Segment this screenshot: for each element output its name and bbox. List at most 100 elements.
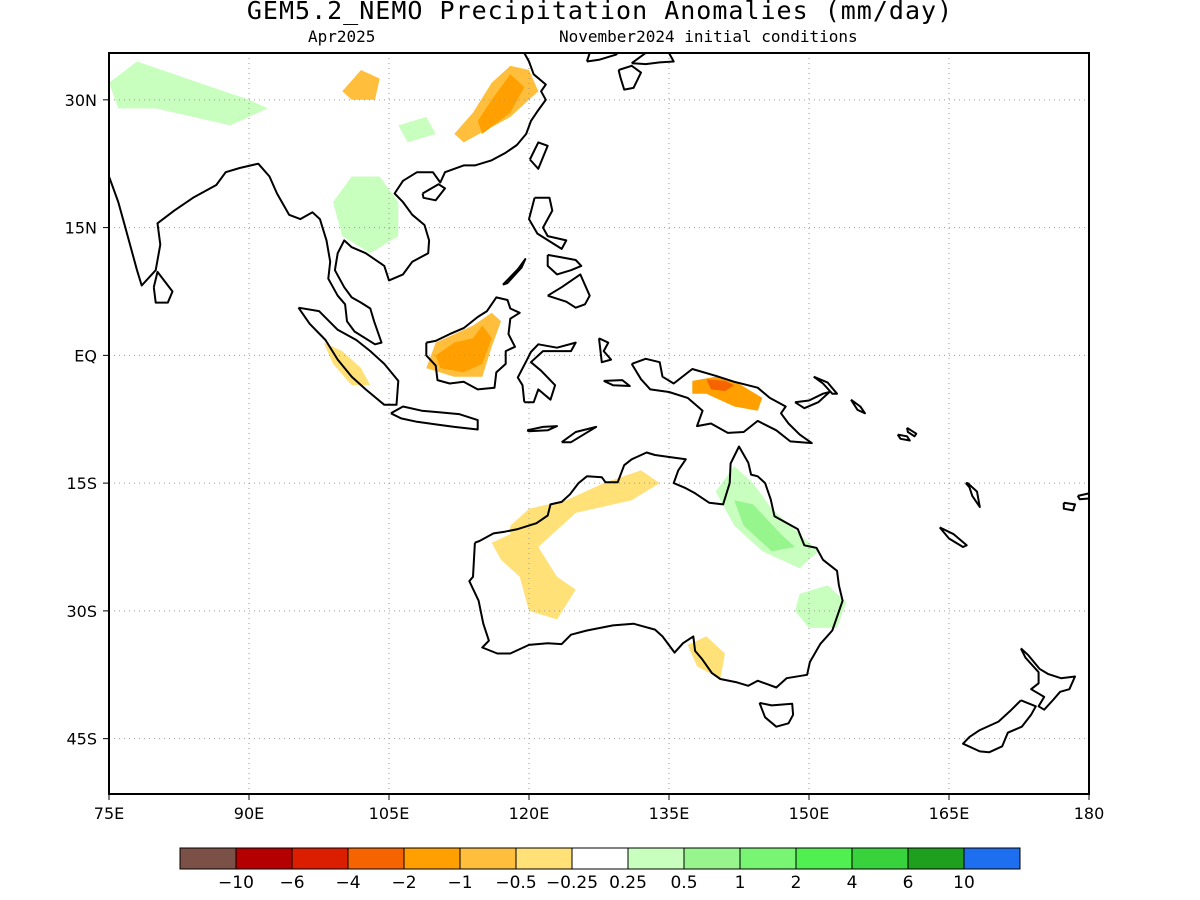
colorbar-label: −0.5 xyxy=(495,873,536,893)
anomaly-region xyxy=(715,466,819,569)
colorbar-swatch xyxy=(683,847,741,870)
coastline xyxy=(547,273,591,309)
coastline xyxy=(516,341,577,404)
map-frame xyxy=(108,52,1090,795)
coastline xyxy=(528,196,568,250)
coastline xyxy=(1062,501,1076,512)
coastline xyxy=(526,425,558,433)
x-tick-label: 90E xyxy=(234,804,264,823)
anomaly-shading xyxy=(109,61,847,679)
coastline xyxy=(813,375,838,395)
coastline xyxy=(1076,492,1089,501)
coastline xyxy=(390,405,479,431)
x-tick-label: 105E xyxy=(369,804,410,823)
colorbar-label: −1 xyxy=(447,873,472,893)
colorbar-label: −10 xyxy=(218,873,254,893)
anomaly-region xyxy=(333,176,399,254)
x-tick-label: 165E xyxy=(929,804,970,823)
coastline xyxy=(603,379,631,387)
anomaly-region xyxy=(795,585,847,628)
coastline xyxy=(1020,647,1076,711)
y-tick-label: 45S xyxy=(66,730,97,749)
anomaly-region xyxy=(109,61,268,126)
colorbar-label: 4 xyxy=(847,873,858,893)
x-tick-label: 180 xyxy=(1074,804,1105,823)
latitude-labels: 30N 15N EQ 15S 30S 45S xyxy=(65,91,109,749)
y-tick-label: 30N xyxy=(65,91,97,110)
y-tick-label: EQ xyxy=(74,346,97,365)
y-tick-label: 15N xyxy=(65,219,97,238)
lat-lon-grid xyxy=(109,53,1089,794)
anomaly-region xyxy=(398,116,436,143)
longitude-labels: 75E 90E 105E 120E 135E 150E 165E 180 xyxy=(94,794,1105,823)
colorbar-label: 0.5 xyxy=(670,873,697,893)
coastline xyxy=(152,270,174,304)
x-tick-label: 120E xyxy=(509,804,550,823)
anomaly-region xyxy=(491,470,660,620)
coastline xyxy=(758,701,795,728)
x-tick-label: 135E xyxy=(649,804,690,823)
map-title: GEM5.2_NEMO Precipitation Anomalies (mm/… xyxy=(246,0,954,25)
coastline xyxy=(617,64,642,91)
colorbar-swatch xyxy=(963,847,1021,870)
colorbar-label: −2 xyxy=(391,873,416,893)
colorbar: −10 −6 −4 −2 −1 −0.5 −0.25 0.25 0.5 1 2 4 6 10 xyxy=(179,847,1021,893)
colorbar-swatch xyxy=(739,847,797,870)
anomaly-region xyxy=(692,376,763,411)
colorbar-label: −6 xyxy=(279,873,304,893)
y-tick-label: 15S xyxy=(66,474,97,493)
coastline xyxy=(631,53,675,66)
coastline xyxy=(962,699,1037,754)
coastline xyxy=(965,482,981,508)
x-tick-label: 75E xyxy=(94,804,124,823)
colorbar-label: −0.25 xyxy=(546,873,598,893)
colorbar-swatch xyxy=(235,847,293,870)
anomaly-region xyxy=(435,325,492,373)
anomaly-region xyxy=(734,500,795,552)
coastline xyxy=(906,426,918,438)
coastline xyxy=(896,433,911,442)
coastline xyxy=(850,398,866,415)
colorbar-label: 2 xyxy=(791,873,802,893)
colorbar-label: 0.25 xyxy=(609,873,647,893)
coastlines xyxy=(109,53,1089,754)
coastline xyxy=(938,526,968,548)
init-conditions-label: November2024 initial conditions xyxy=(559,27,858,46)
colorbar-swatch xyxy=(795,847,853,870)
anomaly-region xyxy=(706,379,735,392)
coastline xyxy=(794,391,831,410)
colorbar-swatch xyxy=(627,847,685,870)
anomaly-region xyxy=(477,74,525,134)
anomaly-region xyxy=(342,70,380,100)
colorbar-label: 6 xyxy=(903,873,914,893)
coastline xyxy=(109,53,547,346)
colorbar-label: −4 xyxy=(335,873,360,893)
coastline xyxy=(468,445,844,689)
coastline xyxy=(598,337,613,364)
colorbar-swatch xyxy=(347,847,405,870)
coastline xyxy=(502,258,527,286)
colorbar-swatch xyxy=(179,847,237,870)
colorbar-swatch xyxy=(291,847,349,870)
colorbar-swatch xyxy=(515,847,573,870)
coastline xyxy=(421,183,446,202)
coastline xyxy=(561,425,598,444)
coastline xyxy=(297,306,400,406)
colorbar-swatch xyxy=(403,847,461,870)
colorbar-swatch xyxy=(459,847,517,870)
colorbar-label: 1 xyxy=(735,873,746,893)
coastline xyxy=(529,141,549,170)
x-tick-label: 150E xyxy=(789,804,830,823)
coastline xyxy=(630,357,813,445)
coastline xyxy=(546,253,583,276)
colorbar-swatch xyxy=(571,847,629,870)
coastline xyxy=(425,296,521,391)
colorbar-swatch xyxy=(851,847,909,870)
coastline xyxy=(585,53,619,63)
anomaly-region xyxy=(687,636,725,679)
colorbar-label: 10 xyxy=(953,873,975,893)
anomaly-region xyxy=(323,342,371,386)
y-tick-label: 30S xyxy=(66,602,97,621)
colorbar-swatch xyxy=(907,847,965,870)
